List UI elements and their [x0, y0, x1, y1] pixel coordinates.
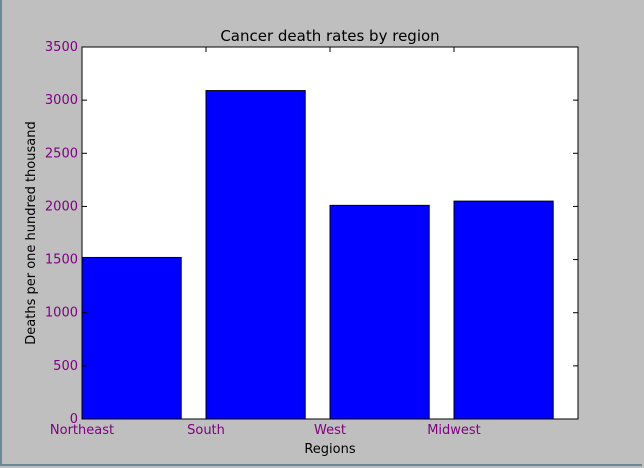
x-tick-label-south: South	[187, 423, 225, 438]
y-tick-label: 3000	[45, 93, 78, 108]
y-tick-label: 500	[53, 359, 78, 374]
x-tick-label-midwest: Midwest	[427, 423, 481, 438]
y-tick-label: 2500	[45, 146, 78, 161]
x-tick-label-northeast: Northeast	[50, 423, 114, 438]
y-tick-label: 3500	[45, 40, 78, 55]
bar-south	[205, 90, 306, 420]
y-tick-label: 2000	[45, 199, 78, 214]
y-tick-label: 1000	[45, 306, 78, 321]
x-axis-label: Regions	[304, 442, 356, 457]
bar-midwest	[453, 200, 554, 420]
chart-title: Cancer death rates by region	[220, 27, 439, 45]
plot-frame	[81, 46, 579, 420]
bar-northeast	[81, 256, 182, 420]
y-axis-label: Deaths per one hundred thousand	[24, 121, 39, 344]
y-tick-label: 1500	[45, 253, 78, 268]
x-tick-label-west: West	[314, 423, 346, 438]
bars-group	[81, 90, 554, 420]
bar-west	[329, 204, 430, 420]
y-tick-label: 0	[70, 412, 78, 427]
